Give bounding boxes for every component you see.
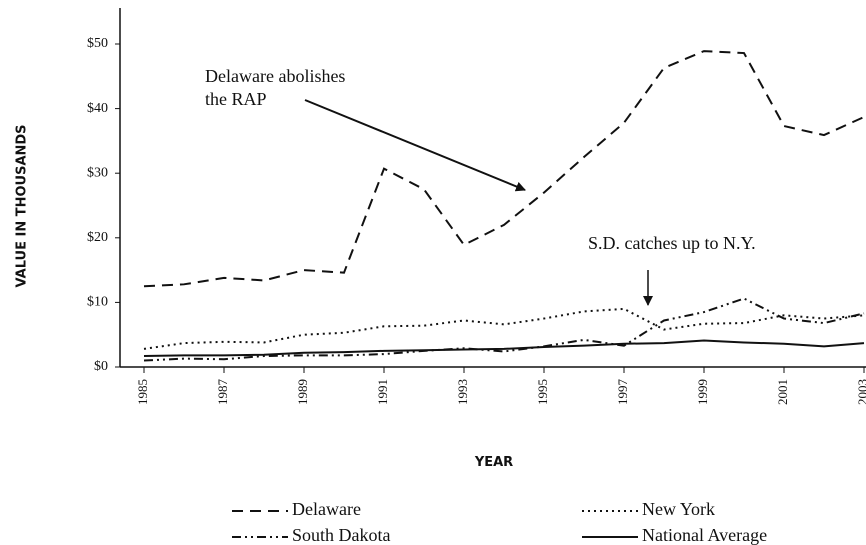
x-axis-title: YEAR — [474, 455, 513, 470]
annotation: S.D. catches up to N.Y. — [588, 233, 756, 253]
annotation: Delaware abolishes — [205, 66, 345, 86]
y-tick-label: $10 — [87, 295, 108, 310]
annotation-arrow — [304, 99, 526, 192]
x-tick-label: 1991 — [375, 379, 390, 405]
annotation: the RAP — [205, 89, 267, 109]
x-tick-label: 1999 — [695, 379, 710, 405]
x-tick-label: 1995 — [535, 379, 550, 405]
x-tick-label: 1987 — [215, 379, 230, 406]
series-line — [143, 297, 865, 362]
legend-label: National Average — [642, 525, 767, 545]
x-tick-label: 1997 — [615, 379, 630, 406]
y-tick-label: $50 — [87, 36, 108, 51]
series-line — [143, 50, 865, 288]
series-line — [143, 339, 865, 358]
y-axis-title: VALUE IN THOUSANDS — [15, 124, 30, 287]
legend-label: South Dakota — [292, 525, 391, 545]
x-tick-label: 2003 — [855, 379, 866, 405]
y-tick-label: $30 — [87, 165, 108, 180]
x-tick-label: 1985 — [135, 379, 150, 405]
legend-label: Delaware — [292, 499, 361, 519]
x-tick-label: 1993 — [455, 379, 470, 405]
y-tick-label: $40 — [87, 101, 108, 116]
y-tick-label: $0 — [94, 359, 108, 374]
x-tick-label: 1989 — [295, 379, 310, 405]
legend-label: New York — [642, 499, 715, 519]
x-tick-label: 2001 — [775, 379, 790, 405]
y-tick-label: $20 — [87, 230, 108, 245]
series-line — [143, 307, 865, 350]
